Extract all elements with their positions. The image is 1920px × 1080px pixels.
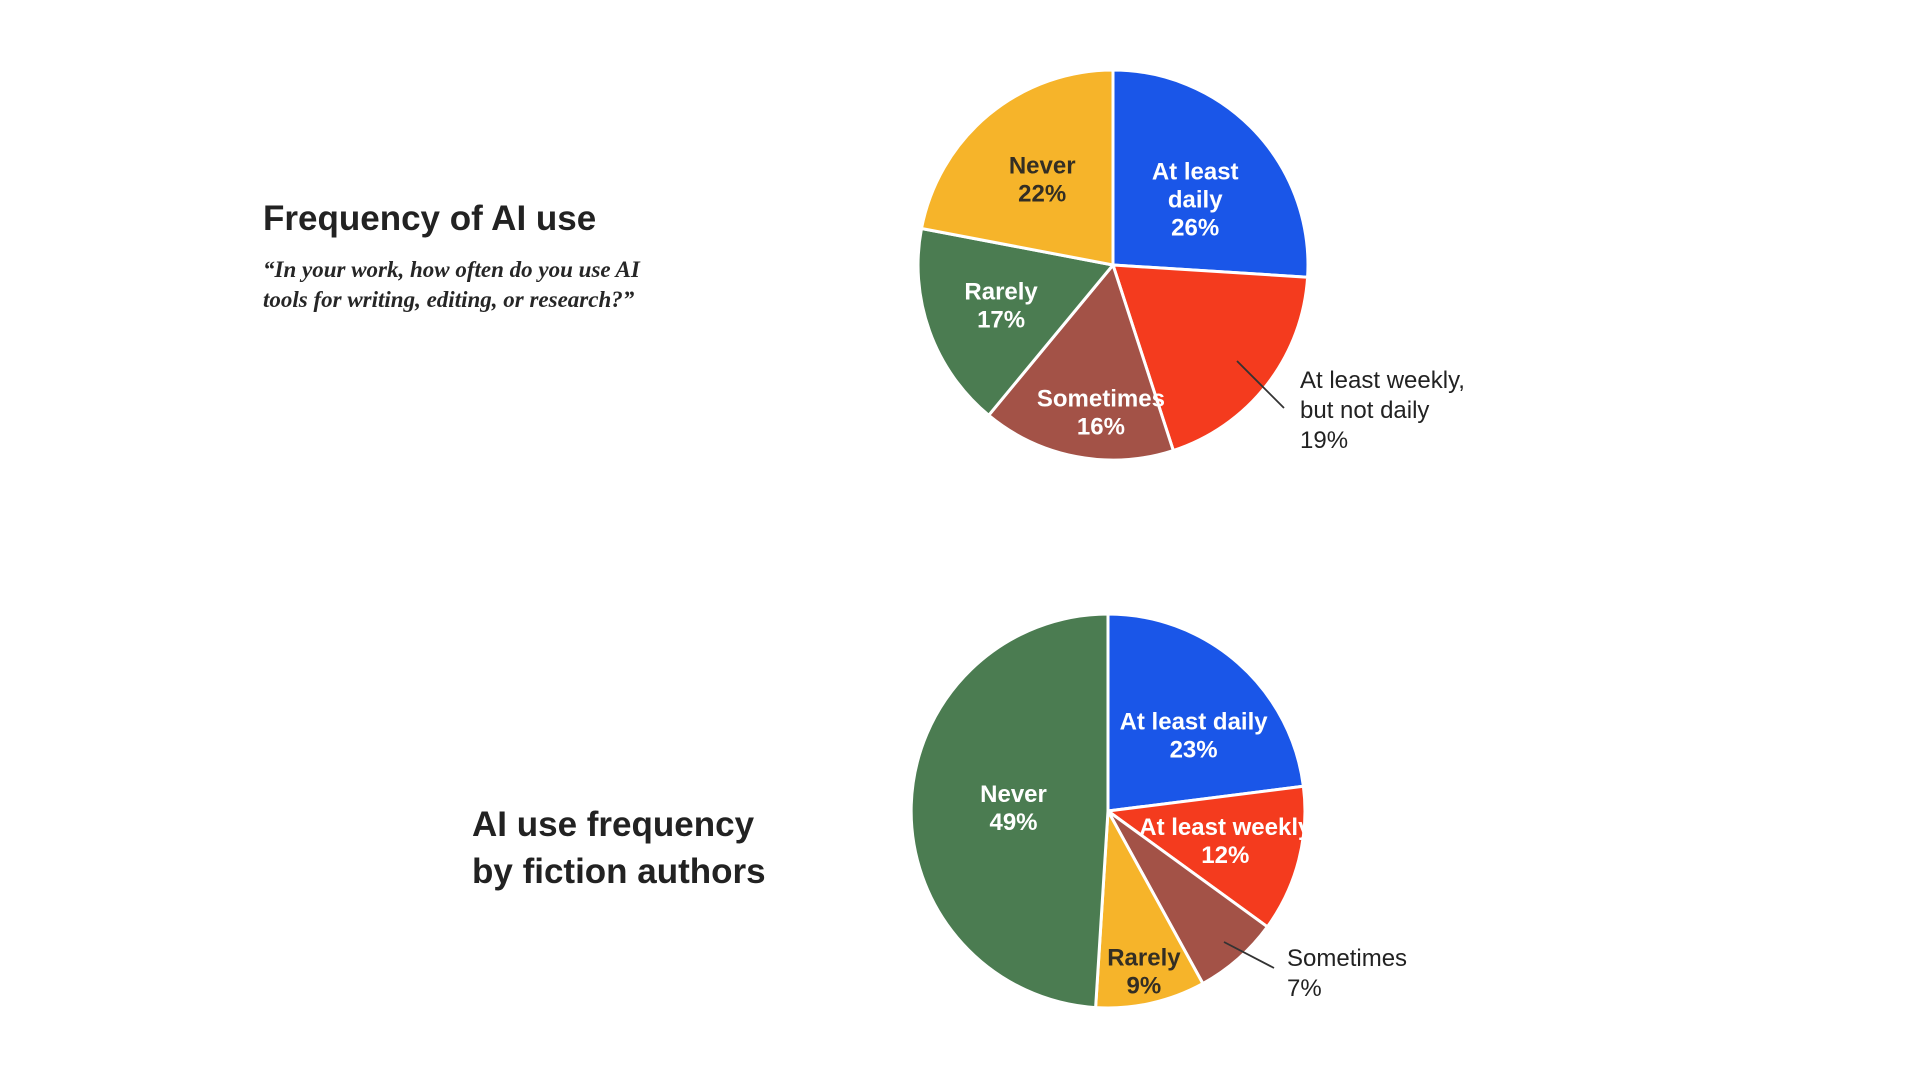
pie2-label-rarely: Rarely 9% [1107, 945, 1181, 1000]
chart1-subtitle-line-2: tools for writing, editing, or research?… [263, 287, 635, 312]
pie2-slice-never [909, 612, 1110, 1010]
pie2-label-never: Never 49% [980, 781, 1047, 836]
pie1-label-rarely: Rarely 17% [964, 278, 1038, 333]
pie1-label-never: Never 22% [1009, 152, 1076, 207]
pie2-label-at-least-daily: At least daily 23% [1120, 708, 1269, 763]
pie2-leader-line-sometimes [1223, 941, 1275, 969]
chart1-title: Frequency of AI use [263, 199, 597, 239]
pie1-outside-label-line: but not daily [1300, 397, 1430, 424]
pie2-slice-at-least-weekly [1106, 784, 1307, 929]
chart2-title: AI use frequency by fiction authors [472, 801, 766, 895]
pie2-slice-at-least-daily [1106, 612, 1305, 813]
chart2-title-line-1: AI use frequency [472, 805, 755, 845]
pie1-outside-label-line: 19% [1300, 427, 1349, 454]
pie1-label-at-least-daily: At least daily 26% [1152, 159, 1239, 242]
pie1-slice-sometimes [987, 263, 1175, 462]
pie1-slice-at-least-daily [1111, 68, 1310, 279]
pie2-label-at-least-weekly: At least weekly 12% [1139, 814, 1312, 869]
pie1-outside-label-at-least-weekly-but-not-daily: At least weekly, but not daily 19% [1300, 366, 1465, 456]
chart1-subtitle: “In your work, how often do you use AI t… [263, 255, 640, 315]
pie2-outside-label-line: Sometimes [1287, 945, 1408, 972]
chart1-subtitle-line-1: “In your work, how often do you use AI [263, 257, 640, 282]
pie2-outside-label-line: 7% [1287, 975, 1322, 1002]
pie2-outside-label-sometimes: Sometimes 7% [1287, 944, 1407, 1004]
pie1-slice-never [920, 68, 1115, 267]
pie1-outside-label-line: At least weekly, [1300, 367, 1465, 394]
pie1-label-sometimes: Sometimes 16% [1037, 386, 1165, 441]
pie2-slice-rarely [1094, 809, 1205, 1010]
pie1-leader-line-at-least-weekly-but-not-daily [1236, 360, 1285, 409]
chart2-title-line-2: by fiction authors [472, 852, 766, 892]
pie1-slice-rarely [916, 227, 1115, 417]
pie1-slice-at-least-weekly-but-not-daily [1111, 263, 1310, 452]
